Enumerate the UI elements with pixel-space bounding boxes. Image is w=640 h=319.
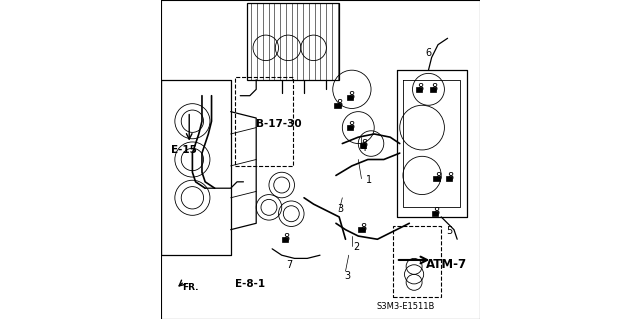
Bar [358, 227, 365, 232]
Text: 8: 8 [432, 83, 438, 93]
Text: S3M3-E1511B: S3M3-E1511B [377, 302, 435, 311]
Text: E-8-1: E-8-1 [235, 279, 265, 289]
Bar [282, 237, 288, 242]
Text: 8: 8 [349, 121, 355, 131]
Text: FR.: FR. [182, 283, 198, 292]
Text: 8: 8 [433, 207, 440, 217]
Text: 8: 8 [435, 172, 441, 182]
Text: 8: 8 [349, 91, 355, 101]
Text: 7: 7 [287, 260, 293, 270]
Text: 8: 8 [360, 223, 366, 233]
Text: 8: 8 [336, 99, 342, 109]
Text: ATM-7: ATM-7 [426, 258, 467, 271]
Bar [431, 211, 438, 216]
Bar [347, 125, 353, 130]
Bar [394, 226, 441, 297]
Bar [360, 143, 366, 148]
Text: 1: 1 [366, 175, 372, 185]
Text: 4: 4 [361, 143, 367, 153]
Text: B-17-30: B-17-30 [256, 119, 302, 130]
Bar [416, 87, 422, 92]
Bar [433, 176, 440, 181]
Bar [236, 77, 293, 166]
Text: 3: 3 [338, 204, 344, 214]
Text: 5: 5 [446, 226, 452, 236]
Bar [430, 87, 436, 92]
Text: 6: 6 [426, 48, 431, 58]
Text: 8: 8 [448, 172, 454, 182]
Text: 2: 2 [353, 242, 360, 252]
Text: E-15: E-15 [172, 145, 197, 155]
Text: 8: 8 [417, 83, 424, 93]
Text: 8: 8 [284, 233, 289, 243]
Bar [347, 95, 353, 100]
Bar [446, 176, 452, 181]
Text: 3: 3 [344, 271, 350, 281]
Text: 8: 8 [362, 138, 368, 149]
Bar [334, 103, 340, 108]
